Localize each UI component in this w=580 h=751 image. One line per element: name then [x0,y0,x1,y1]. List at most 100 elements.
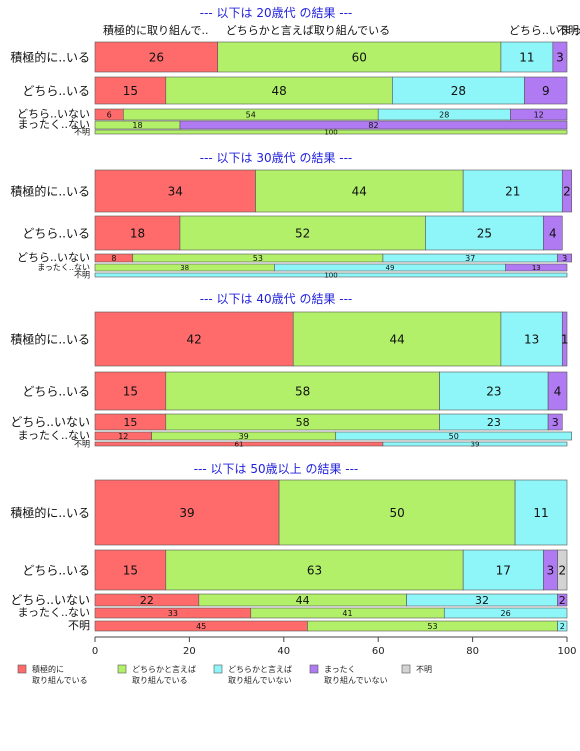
panel-title: --- 以下は 40歳代 の結果 --- [200,292,353,306]
header-category-label: 積極的に取り組んで.. [103,23,208,37]
row-label: まったく..ない [17,606,90,619]
data-label: 4 [549,226,557,240]
row-label: 積極的に..いる [10,331,90,346]
data-label: 50 [449,432,459,441]
row-label: どちら..いない [10,593,90,607]
bar-segment [165,76,393,105]
data-label: 44 [389,332,404,346]
bar-segment [443,607,568,619]
bar-segment [510,108,568,121]
header-category-label: 不明 [557,24,579,37]
legend-swatch [117,664,127,674]
data-label: 61 [234,441,243,449]
row-label: どちら..いない [10,415,90,429]
legend-swatch [401,664,411,674]
row-label: まったく..ない [17,429,90,442]
legend-swatch [309,664,319,674]
bar-segment [557,620,568,632]
bar-segment [514,479,568,546]
legend-label: どちらかと言えば [132,664,196,674]
legend-label: どちらかと言えば [228,664,292,674]
data-label: 53 [427,622,437,631]
bar-segment [94,169,256,213]
legend-label: 不明 [416,665,432,674]
bar-segment [561,169,573,213]
bar-segment [179,120,568,130]
bar-segment [392,76,525,105]
row-label: 積極的に..いる [10,505,90,520]
bar-segment [94,272,568,278]
bar-segment [278,479,516,546]
bar-segment [557,549,568,591]
legend-label: 取り組んでいる [132,675,188,685]
data-label: 52 [295,226,310,240]
panel-title: --- 以下は 30歳代 の結果 --- [200,151,353,165]
data-label: 38 [180,264,189,272]
data-label: 23 [487,416,501,429]
bar-segment [335,431,573,441]
data-label: 39 [470,441,479,449]
bar-segment [292,311,502,367]
x-tick-label: 0 [92,646,98,657]
data-label: 1 [561,332,569,346]
bar-segment [505,263,568,272]
legend-label: 積極的に [32,664,64,674]
header-category-label: まっ [561,24,580,37]
legend-label: 取り組んでいない [324,675,388,685]
bar-segment [500,311,563,367]
row-label: 不明 [68,619,90,632]
x-tick-label: 20 [183,646,196,657]
data-label: 100 [324,272,337,280]
row-label: どちら..いない [17,107,90,120]
data-label: 2 [563,184,571,198]
data-label: 60 [352,50,367,64]
x-tick-label: 100 [557,646,576,657]
data-label: 37 [465,254,475,263]
row-label: どちら..いる [22,226,90,240]
data-label: 18 [132,121,142,130]
data-label: 49 [386,264,395,272]
data-label: 53 [253,254,263,263]
data-label: 34 [168,184,183,198]
data-label: 3 [556,50,564,64]
legend-label: まったく [324,665,356,674]
bar-segment [179,215,426,251]
data-label: 25 [477,226,492,240]
data-label: 17 [496,563,511,577]
x-tick-label: 60 [372,646,385,657]
data-label: 11 [519,50,534,64]
bar-segment [524,76,568,105]
data-label: 39 [179,506,194,520]
bar-segment [94,549,167,591]
data-label: 2 [558,563,566,577]
data-label: 41 [342,609,352,618]
data-label: 12 [118,432,128,441]
x-tick-label: 40 [277,646,290,657]
bar-segment [543,215,563,251]
bar-segment [557,593,568,607]
data-label: 6 [107,110,112,119]
bar-segment [165,371,440,411]
bar-segment [165,549,464,591]
row-label: 不明 [74,440,90,449]
bar-segment [94,479,280,546]
data-label: 26 [501,609,511,618]
bar-segment [462,549,544,591]
bar-segment [557,253,573,263]
data-label: 44 [296,594,310,607]
bar-segment [94,129,568,135]
bar-segment [94,76,167,105]
bar-segment [547,371,568,411]
row-label: どちら..いる [22,384,90,398]
legend-swatch [17,664,27,674]
data-label: 82 [368,121,378,130]
data-label: 21 [505,184,520,198]
data-label: 63 [307,563,322,577]
row-label: まったく..ない [17,118,90,131]
bar-segment [462,169,563,213]
row-label: どちら..いる [22,84,90,98]
row-label: 不明 [74,128,90,137]
bar-segment [547,413,563,431]
